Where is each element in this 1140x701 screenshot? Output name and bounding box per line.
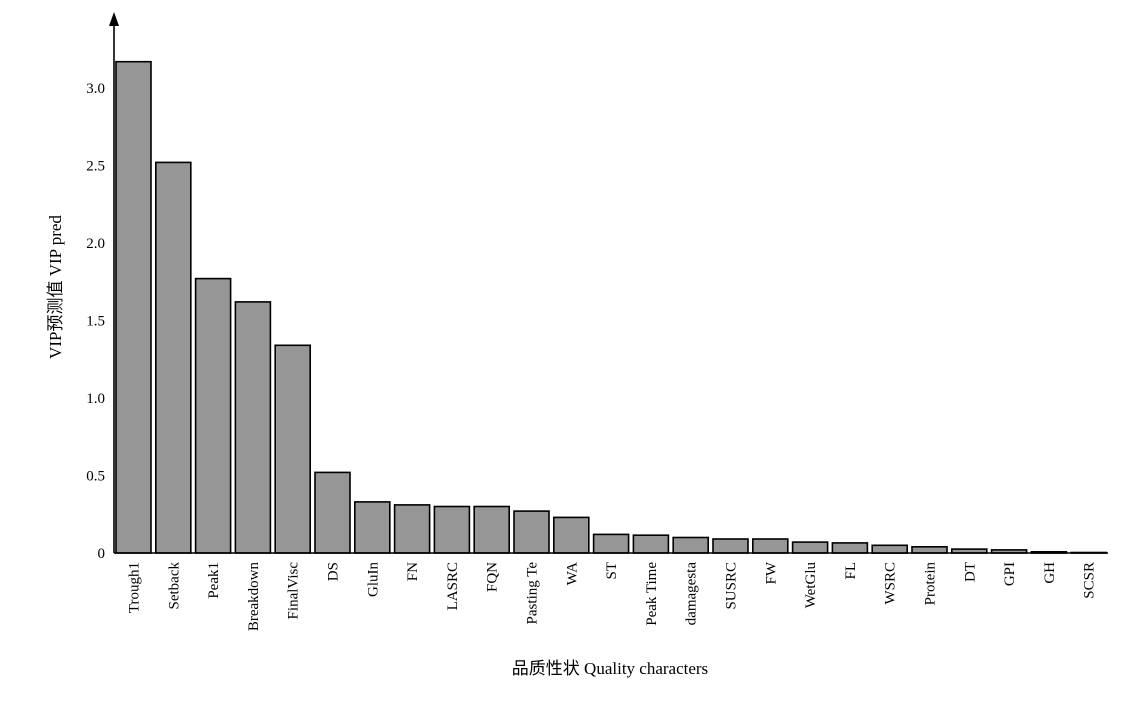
y-tick-label-4: 2.0 xyxy=(86,236,105,252)
bar-4 xyxy=(274,344,312,554)
x-axis-title: 品质性状 Quality characters xyxy=(512,659,708,678)
bar-2 xyxy=(194,277,232,554)
x-category-label-5: DS xyxy=(326,562,342,581)
x-category-label-1: Setback xyxy=(166,562,182,610)
bar-14 xyxy=(672,536,710,554)
bar-18 xyxy=(831,542,869,554)
x-category-label-2: Peak1 xyxy=(206,562,222,599)
x-category-label-13: Peak Time xyxy=(644,562,660,626)
x-category-label-16: FW xyxy=(763,561,779,584)
x-category-label-23: GH xyxy=(1042,562,1058,584)
axes-layer xyxy=(109,12,1108,554)
x-category-label-19: WSRC xyxy=(883,562,899,605)
x-category-label-9: FQN xyxy=(485,562,501,592)
x-category-label-22: GPI xyxy=(1002,562,1018,586)
bar-0 xyxy=(115,60,152,554)
y-tick-label-2: 1.0 xyxy=(86,391,105,407)
bar-16 xyxy=(751,538,789,554)
x-category-label-20: Protein xyxy=(923,562,939,606)
y-axis-arrow xyxy=(109,12,119,26)
bar-9 xyxy=(473,505,511,554)
bar-20 xyxy=(911,545,948,554)
bar-7 xyxy=(393,504,431,554)
x-category-labels: Trough1 Setback Peak1 Breakdown FinalVisc DS G… xyxy=(127,561,1098,631)
x-category-label-11: WA xyxy=(564,562,580,585)
bar-1 xyxy=(155,161,192,554)
x-category-label-0: Trough1 xyxy=(127,562,143,613)
bar-5 xyxy=(314,471,351,554)
bars-layer xyxy=(115,60,1107,554)
x-category-label-21: DT xyxy=(962,562,978,582)
bar-11 xyxy=(552,516,590,554)
x-category-label-4: FinalVisc xyxy=(286,562,302,620)
y-tick-labels: 0 0.5 1.0 1.5 2.0 2.5 3.0 xyxy=(86,81,105,562)
x-category-label-14: damagesta xyxy=(684,562,700,626)
bar-15 xyxy=(712,538,749,554)
x-category-label-8: LASRC xyxy=(445,562,461,610)
x-category-label-3: Breakdown xyxy=(246,562,262,632)
bar-13 xyxy=(632,534,670,554)
y-axis-title: VIP预测值 VIP pred xyxy=(46,215,65,359)
y-tick-label-3: 1.5 xyxy=(86,314,105,330)
x-category-label-15: SUSRC xyxy=(724,562,740,610)
bar-19 xyxy=(871,544,909,554)
bar-3 xyxy=(234,301,272,554)
x-category-label-17: WetGlu xyxy=(803,562,819,609)
y-tick-label-1: 0.5 xyxy=(86,469,105,485)
x-category-label-6: GluIn xyxy=(365,562,381,597)
bar-8 xyxy=(433,505,471,554)
bar-17 xyxy=(791,541,829,554)
y-tick-label-5: 2.5 xyxy=(86,159,105,175)
x-category-label-18: FL xyxy=(843,562,859,580)
y-tick-label-6: 3.0 xyxy=(86,81,105,97)
bar-6 xyxy=(353,501,391,554)
bar-12 xyxy=(592,533,630,554)
x-category-label-12: ST xyxy=(604,562,620,580)
y-tick-label-0: 0 xyxy=(98,546,106,562)
x-category-label-24: SCSR xyxy=(1082,562,1098,599)
x-category-label-10: Pasting Te xyxy=(525,562,541,625)
x-category-label-7: FN xyxy=(405,562,421,581)
bar-10 xyxy=(513,510,550,554)
